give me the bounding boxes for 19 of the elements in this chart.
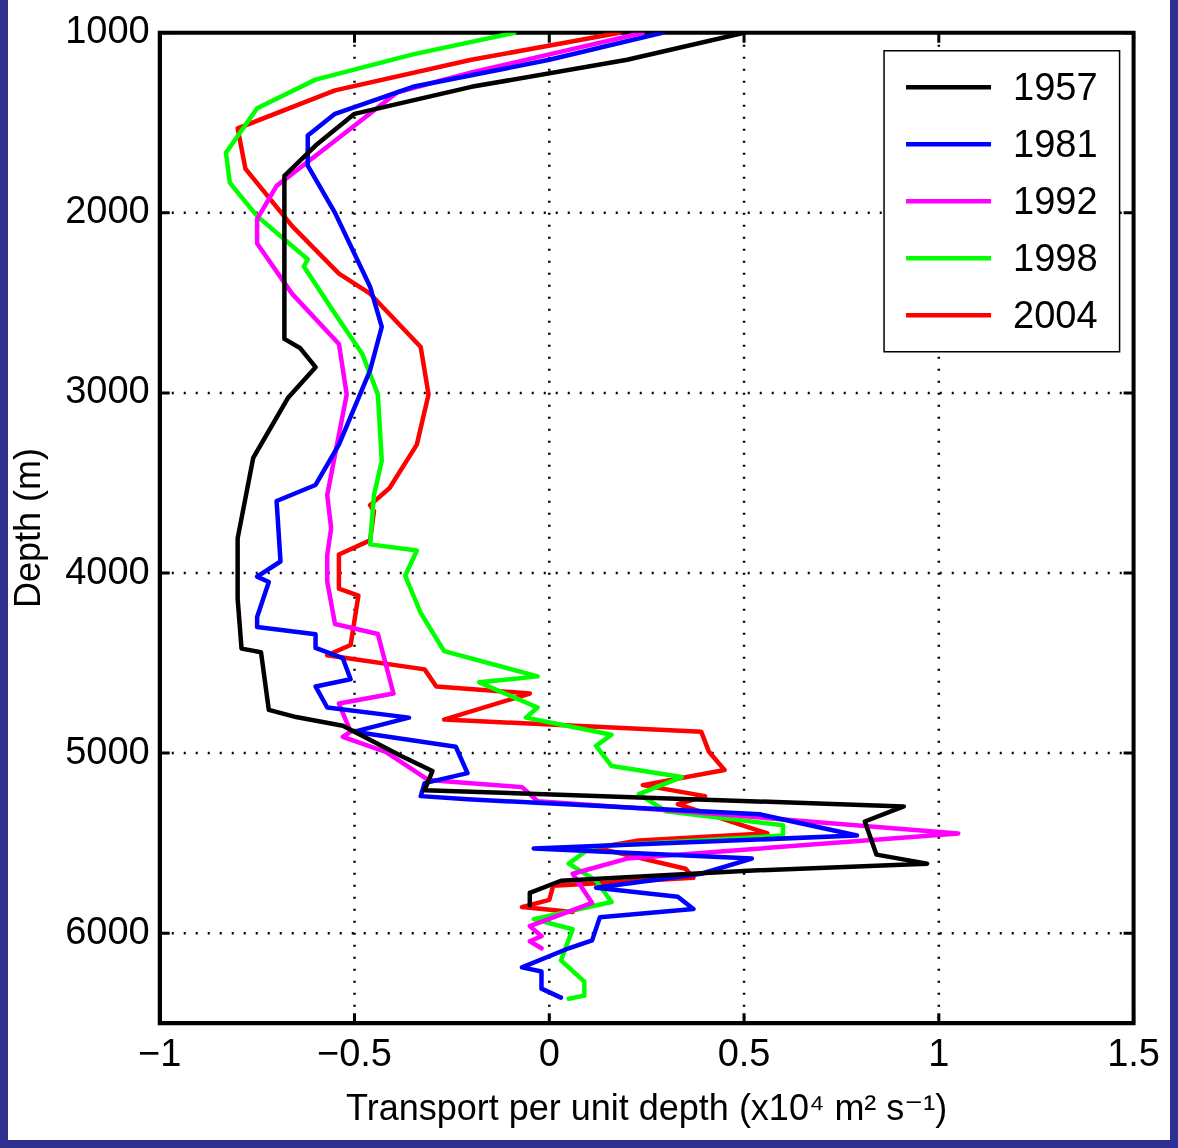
legend-label: 1957 <box>1013 65 1098 108</box>
x-tick-label: 1 <box>928 1032 950 1075</box>
legend-label: 1992 <box>1013 179 1098 222</box>
x-tick-label: 1.5 <box>1107 1032 1160 1075</box>
legend-label: 2004 <box>1013 293 1098 336</box>
x-axis-title: Transport per unit depth (x10⁴ m² s⁻¹) <box>345 1087 948 1129</box>
legend-label: 1998 <box>1013 236 1098 279</box>
x-tick-label: −1 <box>138 1032 182 1075</box>
x-tick-label: 0.5 <box>717 1032 771 1075</box>
x-tick-label: 0 <box>538 1032 560 1075</box>
y-tick-label: 5000 <box>65 729 150 772</box>
y-tick-label: 1000 <box>65 9 150 52</box>
legend-label: 1981 <box>1013 122 1098 165</box>
y-tick-label: 3000 <box>65 369 150 412</box>
y-tick-label: 6000 <box>65 909 150 952</box>
y-tick-label: 2000 <box>65 189 150 232</box>
y-axis-title: Depth (m) <box>6 447 48 609</box>
x-tick-label: −0.5 <box>316 1032 393 1075</box>
y-tick-label: 4000 <box>65 549 150 592</box>
